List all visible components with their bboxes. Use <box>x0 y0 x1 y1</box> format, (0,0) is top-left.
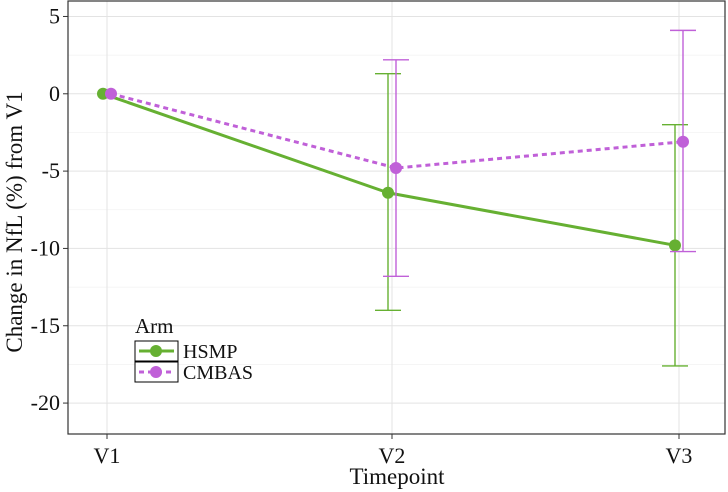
y-tick-label: -20 <box>31 390 60 415</box>
y-tick-label: -15 <box>31 313 60 338</box>
data-point-cmbas <box>105 87 117 100</box>
data-point-hsmp <box>669 239 681 252</box>
legend-label-cmbas: CMBAS <box>183 362 253 384</box>
series-cmbas <box>105 29 696 277</box>
legend-label-hsmp: HSMP <box>183 341 237 363</box>
data-point-hsmp <box>382 186 394 199</box>
legend-marker-cmbas <box>150 366 162 378</box>
x-tick-label: V2 <box>379 443 406 468</box>
legend-marker-hsmp <box>150 345 162 357</box>
series-line-hsmp <box>102 92 676 247</box>
x-tick-label: V3 <box>666 443 693 468</box>
y-tick-label: 0 <box>49 81 60 106</box>
series-group <box>97 29 696 367</box>
y-tick-label: -5 <box>42 158 60 183</box>
y-tick-label: -10 <box>31 235 60 260</box>
series-line-cmbas <box>110 92 684 170</box>
data-point-cmbas <box>677 135 689 148</box>
legend-title: Arm <box>135 314 174 338</box>
plot-panel <box>67 0 726 435</box>
x-tick-label: V1 <box>94 443 121 468</box>
x-axis: V1 V2 V3 <box>94 434 693 468</box>
legend: Arm HSMP CMBAS <box>134 314 253 384</box>
series-hsmp <box>97 72 688 367</box>
y-axis: 5 0 -5 -10 -15 -20 <box>31 3 68 415</box>
x-axis-title: Timepoint <box>349 464 445 489</box>
data-point-cmbas <box>390 162 402 175</box>
y-axis-title: Change in NfL (%) from V1 <box>2 91 27 352</box>
y-tick-label: 5 <box>49 3 60 28</box>
